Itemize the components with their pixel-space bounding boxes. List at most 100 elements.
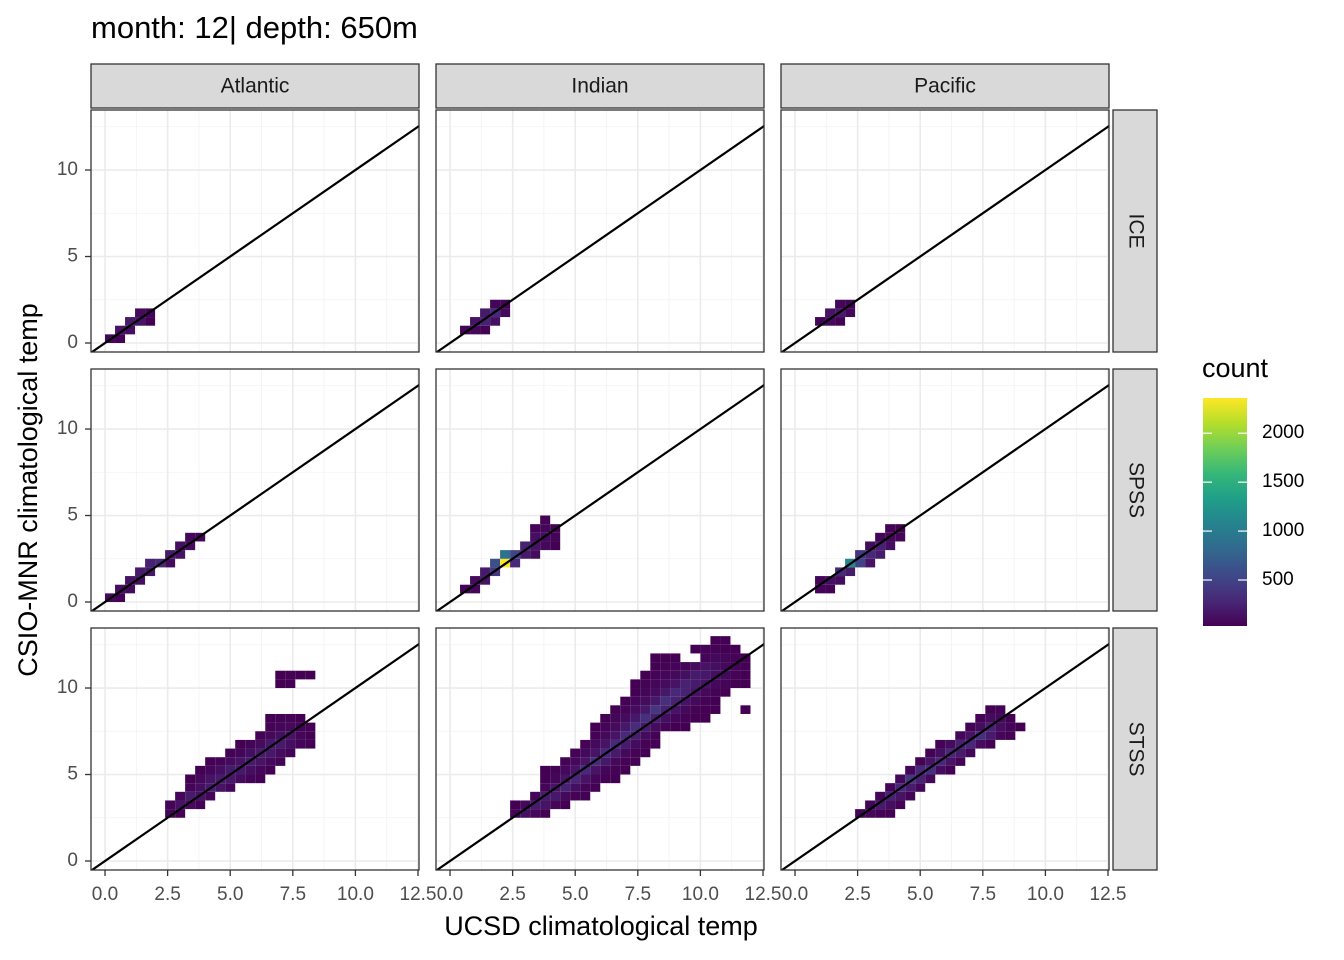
tile bbox=[650, 705, 661, 714]
reference-line bbox=[781, 125, 1109, 352]
tile bbox=[640, 679, 651, 689]
tile bbox=[460, 325, 471, 335]
tile bbox=[600, 774, 611, 784]
strip bbox=[780, 63, 1110, 109]
x-tick-label: 10.0 bbox=[1027, 884, 1064, 905]
tile bbox=[135, 576, 146, 585]
tile bbox=[815, 317, 826, 326]
tile bbox=[670, 705, 681, 714]
tile bbox=[730, 670, 741, 680]
reference-line bbox=[436, 384, 764, 611]
tile bbox=[895, 791, 906, 801]
tile bbox=[1005, 731, 1016, 740]
tile bbox=[195, 783, 206, 792]
tile bbox=[620, 696, 631, 706]
tile bbox=[640, 739, 651, 749]
strip-label: STSS bbox=[1124, 722, 1147, 777]
strip bbox=[1112, 368, 1158, 612]
tile bbox=[285, 739, 296, 749]
panel-border bbox=[90, 368, 420, 612]
tile bbox=[185, 783, 196, 792]
tile bbox=[835, 299, 846, 309]
tile bbox=[640, 696, 651, 706]
tile bbox=[125, 317, 136, 326]
x-tick-label: 5.0 bbox=[217, 884, 243, 905]
tile bbox=[740, 705, 751, 714]
tile bbox=[225, 783, 236, 792]
tile bbox=[660, 653, 671, 663]
tile bbox=[620, 748, 631, 758]
tile bbox=[540, 541, 551, 551]
legend-tick-label: 1000 bbox=[1262, 520, 1304, 541]
tile bbox=[175, 809, 186, 818]
tile bbox=[570, 765, 581, 775]
tile bbox=[710, 653, 721, 663]
tile bbox=[670, 713, 681, 723]
tile bbox=[175, 541, 186, 551]
tile bbox=[640, 748, 651, 758]
tile bbox=[875, 532, 886, 542]
tile bbox=[945, 739, 956, 749]
tile bbox=[295, 670, 306, 680]
tile bbox=[700, 688, 711, 697]
tile bbox=[125, 584, 136, 594]
tile bbox=[530, 524, 541, 533]
tile bbox=[285, 713, 296, 723]
tile bbox=[265, 757, 276, 766]
tile bbox=[1015, 722, 1026, 732]
tile bbox=[670, 662, 681, 671]
tile bbox=[165, 558, 176, 568]
tile bbox=[660, 662, 671, 671]
tile bbox=[905, 783, 916, 792]
strip-label: Pacific bbox=[914, 75, 976, 98]
x-tick-label: 12.5 bbox=[1090, 884, 1127, 905]
tile bbox=[580, 748, 591, 758]
tile bbox=[935, 765, 946, 775]
tile bbox=[905, 765, 916, 775]
reference-line bbox=[781, 384, 1109, 611]
tile bbox=[610, 722, 621, 732]
y-tick-label: 10 bbox=[57, 418, 78, 439]
tile bbox=[700, 670, 711, 680]
tile bbox=[560, 765, 571, 775]
tile bbox=[670, 679, 681, 689]
tile bbox=[620, 765, 631, 775]
tile bbox=[965, 739, 976, 749]
x-tick-label: 7.5 bbox=[625, 884, 651, 905]
tile bbox=[680, 705, 691, 714]
tile bbox=[135, 308, 146, 318]
tile bbox=[540, 524, 551, 533]
tile bbox=[470, 584, 481, 594]
tile bbox=[680, 670, 691, 680]
tiles bbox=[91, 643, 419, 870]
tile bbox=[225, 774, 236, 784]
tile bbox=[680, 688, 691, 697]
tile bbox=[690, 713, 701, 723]
strip-label: Indian bbox=[571, 75, 628, 98]
tile bbox=[740, 679, 751, 689]
tile bbox=[965, 722, 976, 732]
tile bbox=[740, 662, 751, 671]
tile bbox=[175, 800, 186, 810]
tile bbox=[710, 644, 721, 654]
tile bbox=[205, 757, 216, 766]
tile bbox=[670, 688, 681, 697]
x-tick-label: 0.0 bbox=[437, 884, 463, 905]
tile bbox=[285, 679, 296, 689]
tiles bbox=[436, 636, 764, 870]
tile bbox=[720, 636, 731, 645]
tile bbox=[680, 679, 691, 689]
tile bbox=[235, 774, 246, 784]
tile bbox=[985, 739, 996, 749]
x-tick-label: 10.0 bbox=[682, 884, 719, 905]
tile bbox=[825, 576, 836, 585]
tile bbox=[720, 688, 731, 697]
tile bbox=[925, 765, 936, 775]
tile bbox=[660, 705, 671, 714]
x-tick-label: 12.5 bbox=[400, 884, 437, 905]
reference-line bbox=[436, 643, 764, 870]
tile bbox=[825, 584, 836, 594]
tile bbox=[975, 731, 986, 740]
tile bbox=[730, 662, 741, 671]
tile bbox=[145, 317, 156, 326]
